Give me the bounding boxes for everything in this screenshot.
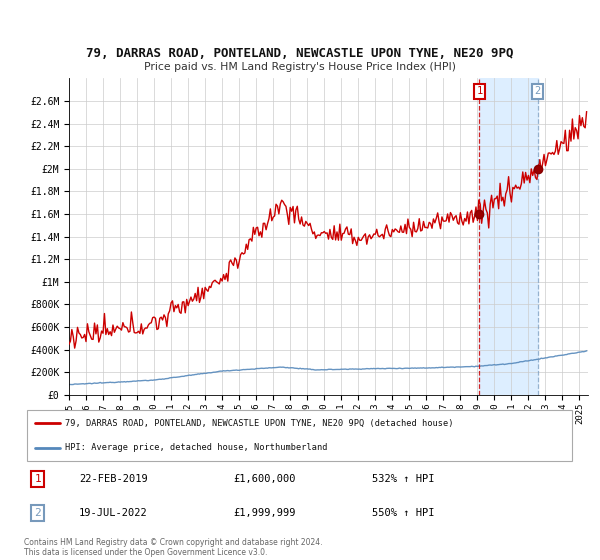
Text: 79, DARRAS ROAD, PONTELAND, NEWCASTLE UPON TYNE, NE20 9PQ (detached house): 79, DARRAS ROAD, PONTELAND, NEWCASTLE UP… [65, 419, 454, 428]
FancyBboxPatch shape [27, 410, 572, 461]
Text: 532% ↑ HPI: 532% ↑ HPI [372, 474, 434, 484]
Text: Price paid vs. HM Land Registry's House Price Index (HPI): Price paid vs. HM Land Registry's House … [144, 62, 456, 72]
Text: 550% ↑ HPI: 550% ↑ HPI [372, 508, 434, 518]
Text: Contains HM Land Registry data © Crown copyright and database right 2024.
This d: Contains HM Land Registry data © Crown c… [24, 538, 323, 557]
Text: 22-FEB-2019: 22-FEB-2019 [79, 474, 148, 484]
Text: 2: 2 [535, 86, 541, 96]
Text: 79, DARRAS ROAD, PONTELAND, NEWCASTLE UPON TYNE, NE20 9PQ: 79, DARRAS ROAD, PONTELAND, NEWCASTLE UP… [86, 48, 514, 60]
Bar [479, 78, 538, 395]
Text: 1: 1 [476, 86, 482, 96]
Text: 2: 2 [34, 508, 41, 518]
Text: HPI: Average price, detached house, Northumberland: HPI: Average price, detached house, Nort… [65, 443, 328, 452]
Text: 19-JUL-2022: 19-JUL-2022 [79, 508, 148, 518]
Text: 1: 1 [34, 474, 41, 484]
Text: £1,600,000: £1,600,000 [234, 474, 296, 484]
Text: £1,999,999: £1,999,999 [234, 508, 296, 518]
